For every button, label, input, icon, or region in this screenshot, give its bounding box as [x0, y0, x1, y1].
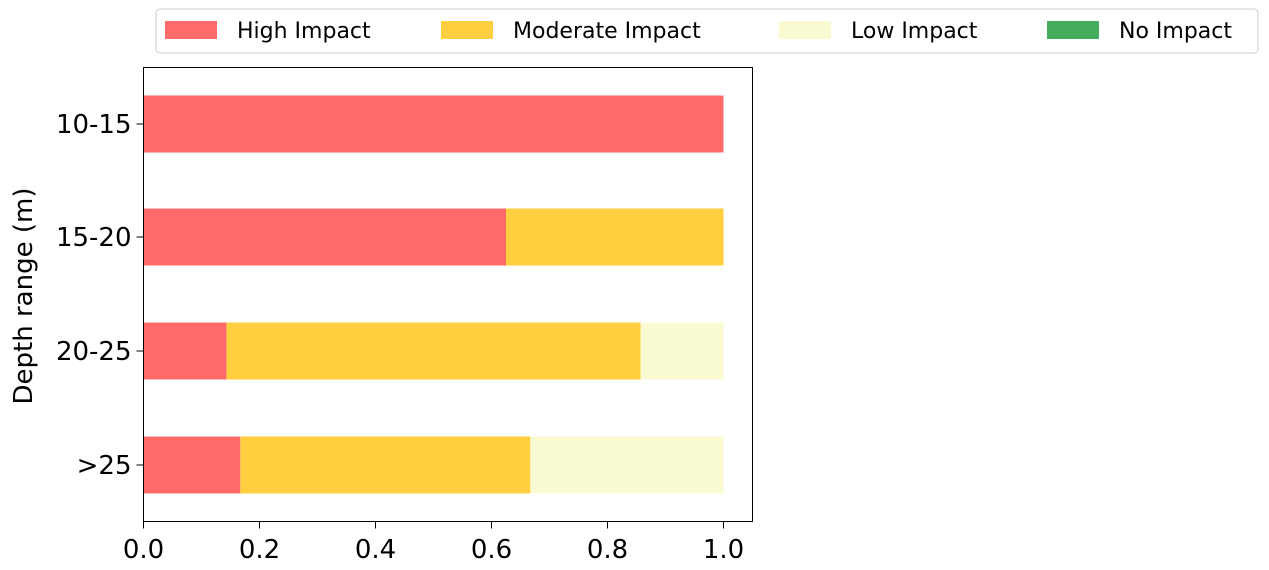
legend-frame: [155, 8, 1259, 54]
legend-swatch-no-impact: [1047, 21, 1099, 39]
legend-label-moderate-impact: Moderate Impact: [513, 19, 701, 44]
legend-swatch-moderate-impact: [441, 21, 493, 39]
x-tick-label: 0.6: [471, 535, 512, 565]
bar-moderate-impact-25: [240, 436, 531, 494]
bar-group: [143, 95, 724, 494]
bar-moderate-impact-15-20: [506, 208, 724, 266]
x-tick-label: 0.0: [123, 535, 164, 565]
x-tick-label: 0.8: [587, 535, 628, 565]
y-tick-label: >25: [77, 451, 132, 481]
x-axis: 0.0 0.2 0.4 0.6 0.8 1.0: [123, 521, 744, 565]
bar-high-impact-20-25: [143, 322, 227, 380]
legend-label-no-impact: No Impact: [1119, 19, 1232, 44]
y-tick-label: 20-25: [56, 337, 132, 367]
plot-frame: [143, 67, 753, 522]
legend-swatch-high-impact: [165, 21, 217, 39]
y-tick-label: 15-20: [56, 223, 132, 253]
legend: High Impact Moderate Impact Low Impact N…: [155, 8, 1259, 54]
bar-high-impact-25: [143, 436, 241, 494]
x-tick-label: 0.4: [355, 535, 396, 565]
x-tick-label: 0.2: [239, 535, 280, 565]
y-axis: 10-15 15-20 20-25 >25: [56, 110, 144, 481]
legend-swatch-low-impact: [779, 21, 831, 39]
legend-label-low-impact: Low Impact: [851, 19, 978, 44]
bar-high-impact-10-15: [143, 95, 724, 153]
bar-moderate-impact-20-25: [226, 322, 641, 380]
bar-low-impact-20-25: [640, 322, 724, 380]
legend-label-high-impact: High Impact: [237, 19, 371, 44]
y-axis-label: Depth range (m): [9, 188, 39, 405]
bar-high-impact-15-20: [143, 208, 506, 266]
bar-low-impact-25: [530, 436, 724, 494]
x-tick-label: 1.0: [703, 535, 744, 565]
y-tick-label: 10-15: [56, 110, 132, 140]
